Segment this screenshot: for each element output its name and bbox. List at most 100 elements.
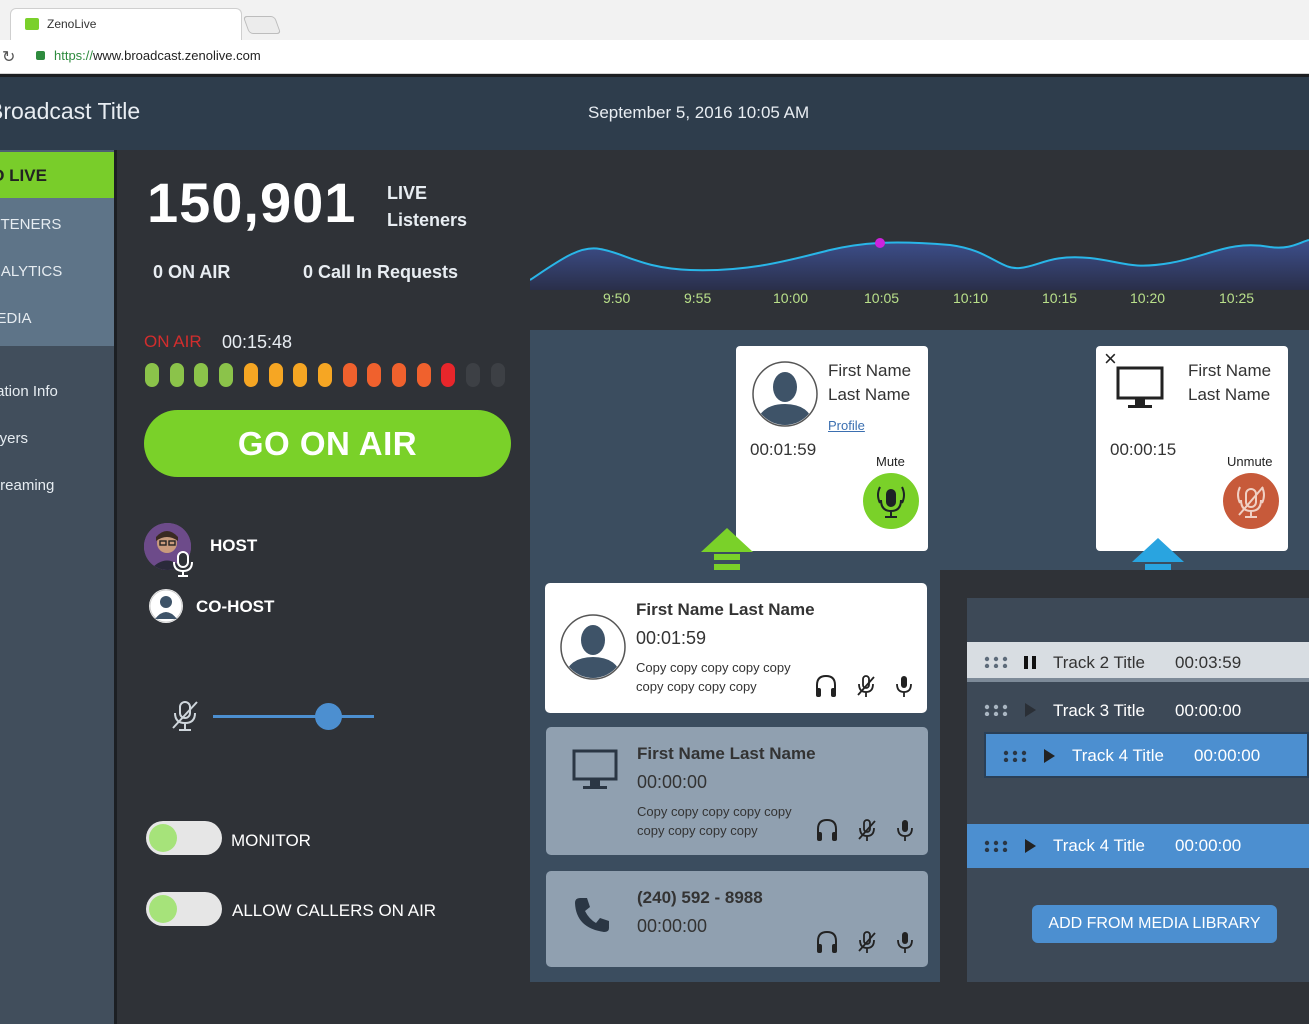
media-timer: 00:00:15 bbox=[1110, 440, 1177, 459]
mic-muted-icon[interactable] bbox=[169, 698, 201, 734]
user-silhouette-icon bbox=[149, 589, 183, 623]
playlist-track[interactable]: Track 3 Title 00:00:00 bbox=[967, 690, 1309, 730]
listener-area bbox=[530, 240, 1309, 290]
caller-queue: First Name Last Name 00:01:59 Copy copy … bbox=[530, 570, 940, 982]
graph-tick-label: 9:55 bbox=[684, 290, 712, 306]
media-first-name: First Name bbox=[1188, 361, 1272, 380]
address-bar[interactable]: ↻ https://www.broadcast.zenolive.com bbox=[0, 40, 1309, 74]
meter-segment bbox=[342, 363, 357, 387]
divider bbox=[0, 74, 1309, 77]
sidebar-item-media[interactable]: MEDIA bbox=[0, 310, 32, 327]
sidebar-item-streaming[interactable]: Streaming bbox=[0, 477, 55, 494]
volume-slider-thumb[interactable] bbox=[315, 703, 343, 730]
caller-phone-number: (240) 592 - 8988 bbox=[637, 888, 763, 907]
url-text[interactable]: https://www.broadcast.zenolive.com bbox=[54, 48, 261, 63]
sidebar-secondary-group: Station Info Players Streaming bbox=[0, 346, 114, 1024]
phone-icon bbox=[575, 898, 609, 932]
drag-handle-icon[interactable] bbox=[984, 656, 1008, 668]
close-icon[interactable]: × bbox=[1104, 346, 1117, 371]
on-air-media-card[interactable]: × First Name Last Name 00:00:15 Unmute bbox=[1096, 346, 1288, 551]
reload-icon[interactable]: ↻ bbox=[2, 49, 16, 66]
browser-tab[interactable]: ZenoLive bbox=[10, 8, 242, 40]
headphones-icon[interactable] bbox=[814, 673, 838, 699]
drag-handle-icon[interactable] bbox=[984, 840, 1008, 852]
sidebar-item-analytics[interactable]: ANALYTICS bbox=[0, 263, 63, 280]
track-title: Track 4 Title bbox=[1053, 836, 1145, 855]
on-air-indicator: ON AIR bbox=[144, 332, 202, 351]
guest-profile-link[interactable]: Profile bbox=[828, 418, 865, 433]
on-air-guest-card[interactable]: First Name Last Name Profile 00:01:59 Mu… bbox=[736, 346, 928, 551]
drag-handle-icon[interactable] bbox=[984, 704, 1008, 716]
live-label: LIVE bbox=[387, 183, 428, 203]
graph-tick-label: 10:20 bbox=[1130, 290, 1166, 306]
mute-button[interactable] bbox=[863, 473, 919, 529]
track-duration: 00:03:59 bbox=[1175, 653, 1242, 672]
playlist-track-dragging[interactable]: Track 4 Title 00:00:00 bbox=[984, 732, 1309, 778]
sidebar-item-station-info[interactable]: Station Info bbox=[0, 383, 58, 400]
track-duration: 00:00:00 bbox=[1175, 701, 1242, 720]
mic-muted-icon[interactable] bbox=[854, 673, 878, 699]
sidebar-primary-group: LISTENERS ANALYTICS MEDIA bbox=[0, 198, 114, 346]
mic-muted-icon[interactable] bbox=[855, 817, 879, 843]
call-in-requests: 0 Call In Requests bbox=[303, 262, 459, 282]
on-air-count: 0 ON AIR bbox=[153, 262, 231, 282]
drag-handle-icon[interactable] bbox=[1003, 750, 1027, 762]
media-last-name: Last Name bbox=[1188, 385, 1271, 404]
caller-card[interactable]: First Name Last Name 00:00:00 Copy copy … bbox=[546, 727, 928, 855]
on-air-timer: 00:15:48 bbox=[222, 332, 293, 352]
sidebar-item-players[interactable]: Players bbox=[0, 430, 29, 447]
monitor-screen-icon bbox=[1116, 366, 1164, 408]
add-from-media-library-button[interactable]: ADD FROM MEDIA LIBRARY bbox=[1032, 905, 1277, 943]
meter-segment bbox=[466, 363, 481, 387]
mic-broadcast-icon[interactable] bbox=[893, 929, 917, 955]
caller-note-line: Copy copy copy copy copy bbox=[636, 660, 791, 675]
graph-tick-label: 9:50 bbox=[603, 290, 631, 306]
broadcast-datetime: September 5, 2016 10:05 AM bbox=[588, 103, 810, 122]
mic-muted-icon[interactable] bbox=[855, 929, 879, 955]
sidebar-item-go-live[interactable]: GO LIVE bbox=[0, 152, 114, 198]
unmute-label: Unmute bbox=[1227, 454, 1273, 469]
new-tab-button[interactable] bbox=[242, 16, 282, 34]
headphones-icon[interactable] bbox=[815, 817, 839, 843]
caller-note-line: copy copy copy copy bbox=[636, 679, 757, 694]
pause-icon[interactable] bbox=[1023, 655, 1037, 670]
playlist-track[interactable]: Track 4 Title 00:00:00 bbox=[967, 824, 1309, 868]
caller-note-line: copy copy copy copy bbox=[637, 823, 758, 838]
meter-segment bbox=[145, 363, 159, 387]
mute-label: Mute bbox=[876, 454, 905, 469]
monitor-toggle[interactable] bbox=[146, 821, 222, 855]
play-icon[interactable] bbox=[1025, 703, 1036, 717]
url-protocol: https:// bbox=[54, 48, 94, 63]
play-icon[interactable] bbox=[1025, 839, 1036, 853]
caller-name: First Name Last Name bbox=[637, 744, 816, 763]
playlist-track-playing[interactable]: Track 2 Title 00:03:59 bbox=[967, 642, 1309, 682]
toggle-knob bbox=[149, 895, 177, 923]
caller-card-active[interactable]: First Name Last Name 00:01:59 Copy copy … bbox=[545, 583, 927, 713]
live-listeners-label: LIVE Listeners bbox=[387, 180, 467, 234]
graph-time-axis: 9:50 9:55 10:00 10:05 10:10 10:15 10:20 10:25 bbox=[530, 290, 1309, 310]
meter-segment bbox=[268, 363, 283, 387]
unmute-button[interactable] bbox=[1223, 473, 1279, 529]
listener-line bbox=[529, 239, 1309, 281]
play-icon[interactable] bbox=[1044, 749, 1055, 763]
mic-broadcast-icon[interactable] bbox=[892, 673, 916, 699]
volume-slider-track[interactable] bbox=[213, 715, 374, 718]
listener-wave-chart bbox=[529, 238, 1309, 290]
meter-segment bbox=[317, 363, 332, 387]
headphones-icon[interactable] bbox=[815, 929, 839, 955]
toggle-knob bbox=[149, 824, 177, 852]
cohost-avatar[interactable] bbox=[149, 589, 183, 623]
sidebar-item-listeners[interactable]: LISTENERS bbox=[0, 216, 62, 233]
track-duration: 00:00:00 bbox=[1194, 746, 1261, 765]
tab-title: ZenoLive bbox=[47, 17, 97, 31]
meter-segment bbox=[416, 363, 431, 387]
caller-card-phone[interactable]: (240) 592 - 8988 00:00:00 bbox=[546, 871, 928, 967]
graph-tick-label: 10:15 bbox=[1042, 290, 1078, 306]
host-label: HOST bbox=[210, 536, 258, 555]
go-on-air-button[interactable]: GO ON AIR bbox=[144, 410, 511, 477]
meter-segment bbox=[441, 363, 456, 387]
live-listener-count: 150,901 bbox=[147, 171, 357, 234]
allow-callers-toggle[interactable] bbox=[146, 892, 222, 926]
mic-broadcast-icon[interactable] bbox=[893, 817, 917, 843]
